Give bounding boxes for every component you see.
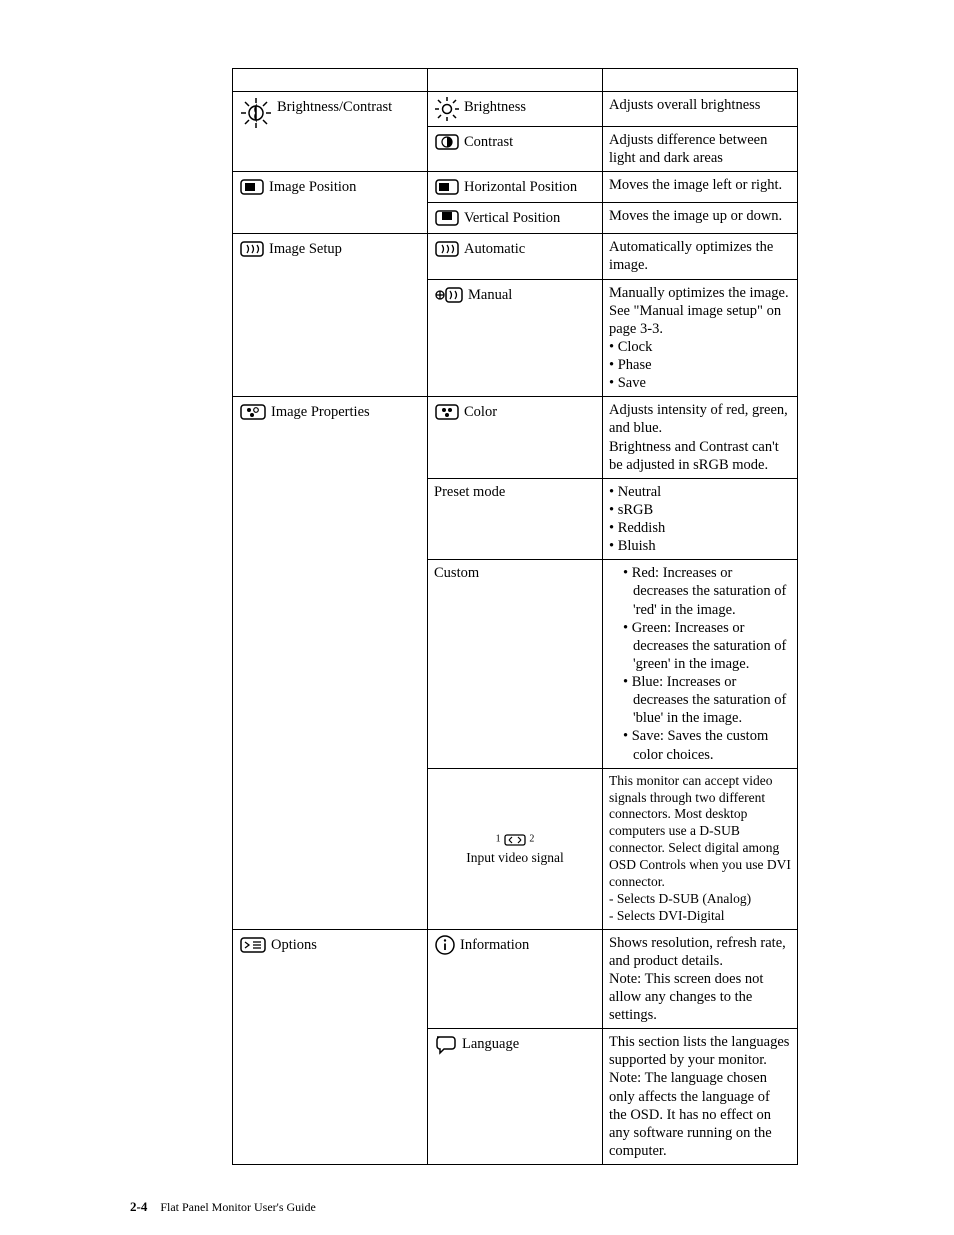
main-menu-label: Image Setup [269, 238, 342, 258]
color-icon [434, 401, 460, 423]
main-menu-label: Image Position [269, 176, 356, 196]
automatic-icon [434, 238, 460, 260]
footer-title: Flat Panel Monitor User's Guide [160, 1200, 315, 1214]
submenu-label: Automatic [464, 238, 525, 258]
vertical-position-icon [434, 207, 460, 229]
main-menu-label: Options [271, 934, 317, 954]
table-row: Image Properties Color Adjusts intensity… [233, 397, 798, 479]
horizontal-position-icon [434, 176, 460, 198]
submenu-label: Manual [468, 284, 512, 304]
description-cell: Adjusts intensity of red, green, and blu… [603, 397, 798, 479]
table-row: Image Position Horizontal Position Moves… [233, 172, 798, 203]
table-row: Options Information Shows resolution, re… [233, 929, 798, 1029]
options-icon [239, 934, 267, 956]
image-setup-icon [239, 238, 265, 260]
description-text: Manually optimizes the image. See "Manua… [609, 284, 791, 338]
table-row: Image Setup Automatic Automatically opti… [233, 234, 798, 279]
description-cell: Shows resolution, refresh rate, and prod… [603, 929, 798, 1029]
information-icon [434, 934, 456, 956]
submenu-label: Language [462, 1033, 519, 1053]
page-number: 2-4 [130, 1199, 147, 1214]
manual-items-list: Clock Phase Save [609, 338, 791, 392]
image-properties-icon [239, 401, 267, 423]
manual-icon [434, 284, 464, 306]
contrast-icon [434, 131, 460, 153]
description-cell: Moves the image up or down. [603, 203, 798, 234]
description-cell: Automatically optimizes the image. [603, 234, 798, 279]
description-cell: Moves the image left or right. [603, 172, 798, 203]
language-icon [434, 1033, 458, 1055]
osd-settings-table: Brightness/Contrast Brightness Adjusts o… [232, 68, 798, 1165]
main-menu-label: Brightness/Contrast [277, 96, 392, 116]
submenu-label: Brightness [464, 96, 526, 116]
submenu-label: Contrast [464, 131, 513, 151]
table-row: Brightness/Contrast Brightness Adjusts o… [233, 92, 798, 127]
page-footer: 2-4 Flat Panel Monitor User's Guide [130, 1199, 316, 1215]
submenu-label: Input video signal [434, 850, 596, 867]
submenu-label: Information [460, 934, 529, 954]
description-cell: This section lists the languages support… [603, 1029, 798, 1165]
submenu-label: Custom [428, 560, 603, 768]
description-cell: Adjusts overall brightness [603, 92, 798, 127]
input-signal-icon-row: 1 2 [434, 831, 596, 848]
main-menu-label: Image Properties [271, 401, 370, 421]
page: Brightness/Contrast Brightness Adjusts o… [0, 0, 954, 1235]
description-cell: Manually optimizes the image. See "Manua… [603, 279, 798, 397]
submenu-label: Color [464, 401, 497, 421]
custom-items-list: Red: Increases or decreases the saturati… [609, 564, 791, 763]
description-cell: Adjusts difference between light and dar… [603, 127, 798, 172]
table-row [233, 69, 798, 92]
description-cell: This monitor can accept video signals th… [603, 768, 798, 929]
description-cell: Red: Increases or decreases the saturati… [603, 560, 798, 768]
brightness-contrast-icon [239, 96, 273, 130]
preset-items-list: Neutral sRGB Reddish Bluish [609, 483, 791, 556]
description-cell: Neutral sRGB Reddish Bluish [603, 478, 798, 560]
input-signal-icon [504, 833, 526, 847]
brightness-icon [434, 96, 460, 122]
submenu-label: Vertical Position [464, 207, 560, 227]
image-position-icon [239, 176, 265, 198]
submenu-label: Horizontal Position [464, 176, 577, 196]
submenu-label: Preset mode [428, 478, 603, 560]
